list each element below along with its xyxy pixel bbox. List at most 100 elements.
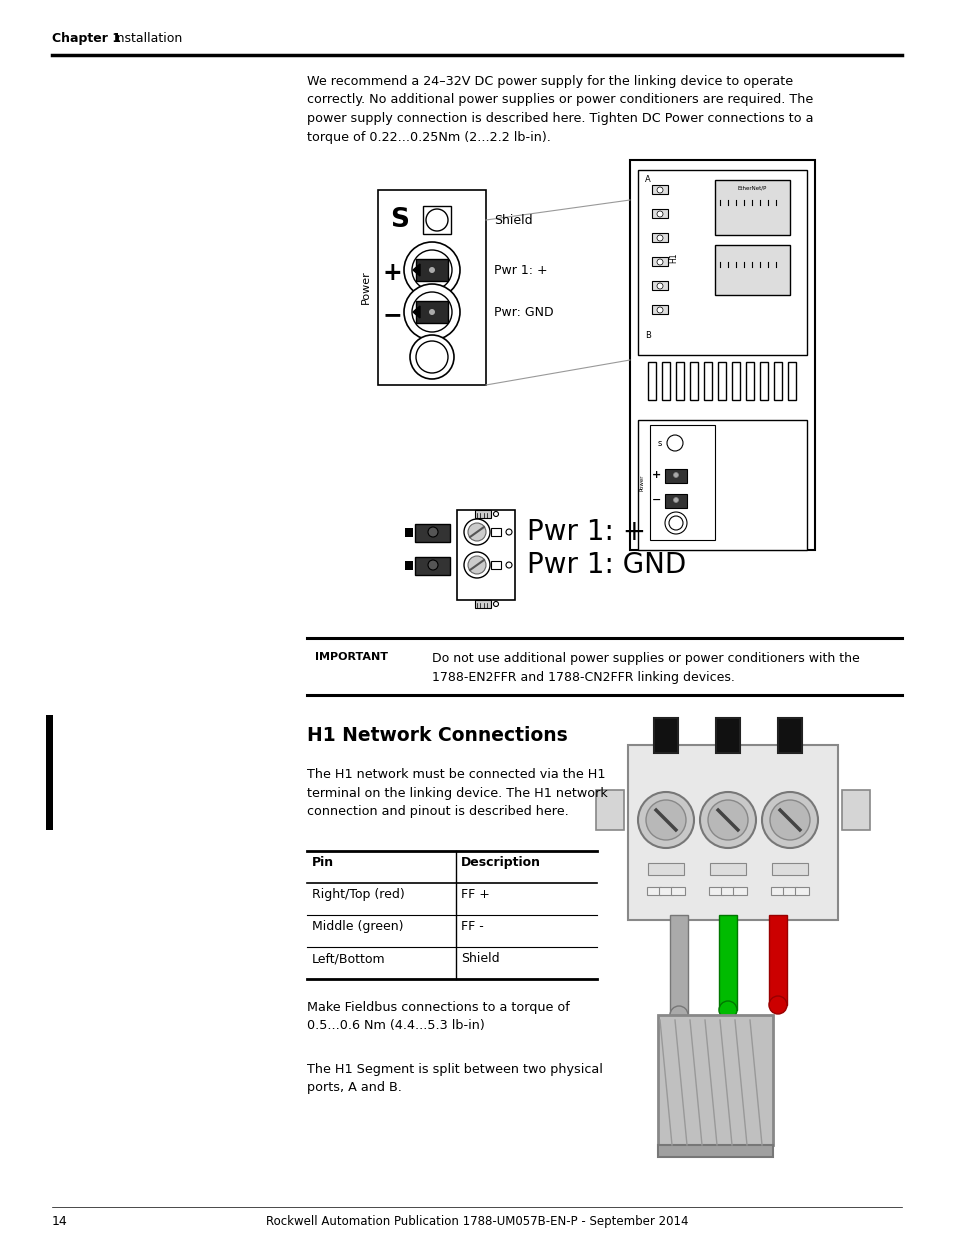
Bar [456,510,515,600]
Circle shape [707,800,747,840]
Text: H1: H1 [669,252,678,263]
Circle shape [505,562,512,568]
Bar [651,282,667,290]
Text: Pwr 1: GND: Pwr 1: GND [526,551,685,579]
Text: Make Fieldbus connections to a torque of
0.5...0.6 Nm (4.4...5.3 lb-in): Make Fieldbus connections to a torque of… [307,1002,569,1032]
Circle shape [403,284,459,340]
Bar [720,887,734,895]
Bar [377,190,485,385]
Circle shape [657,308,662,312]
Text: Pwr: GND: Pwr: GND [494,305,553,319]
Text: Pin: Pin [312,856,334,869]
Text: Left/Bottom: Left/Bottom [312,952,385,965]
Circle shape [657,211,662,217]
Circle shape [429,267,435,273]
Circle shape [768,995,786,1014]
Bar [491,529,500,536]
Text: H1 Network Connections: H1 Network Connections [307,726,567,745]
Text: S: S [390,207,409,233]
Circle shape [463,552,490,578]
Text: s: s [658,438,661,447]
Circle shape [412,291,452,332]
Bar [716,718,740,753]
Text: −: − [382,303,401,327]
Circle shape [673,498,678,503]
Circle shape [428,559,437,571]
Bar [782,887,796,895]
Bar [638,170,806,354]
Bar [627,745,837,920]
Bar [771,863,807,876]
Bar [405,561,413,571]
Circle shape [426,209,448,231]
Text: Do not use additional power supplies or power conditioners with the
1788-EN2FFR : Do not use additional power supplies or … [432,652,859,683]
Bar [422,206,451,233]
Bar [731,362,740,400]
Bar [770,887,784,895]
Text: Pwr 1: +: Pwr 1: + [526,517,645,546]
Circle shape [657,186,662,193]
Bar [647,362,656,400]
Text: Power: Power [360,270,371,304]
Circle shape [669,1007,687,1024]
Circle shape [638,792,693,848]
Text: The H1 network must be connected via the H1
terminal on the linking device. The : The H1 network must be connected via the… [307,768,607,818]
Bar [709,863,745,876]
Circle shape [493,511,498,516]
Circle shape [410,335,454,379]
Bar [778,718,801,753]
Bar [475,510,491,517]
Text: Description: Description [460,856,540,869]
Circle shape [664,513,686,534]
Text: A: A [644,175,650,184]
Text: +: + [652,471,661,480]
Bar [718,362,725,400]
Text: IMPORTANT: IMPORTANT [314,652,388,662]
Text: Shield: Shield [494,214,532,226]
Bar [689,362,698,400]
Bar [745,362,753,400]
Text: +: + [382,261,401,285]
Bar [794,887,808,895]
Circle shape [416,341,448,373]
Text: 14: 14 [52,1215,68,1228]
Bar [416,259,448,282]
Text: Pwr 1: +: Pwr 1: + [494,263,547,277]
Bar [629,161,814,550]
Bar [664,469,686,483]
Circle shape [657,259,662,266]
Text: Chapter 1: Chapter 1 [52,32,121,44]
Circle shape [505,529,512,535]
Text: Middle (green): Middle (green) [312,920,403,932]
Bar [415,524,450,542]
Bar [638,420,806,550]
Text: We recommend a 24–32V DC power supply for the linking device to operate
correctl: We recommend a 24–32V DC power supply fo… [307,75,813,143]
Circle shape [412,249,452,290]
Circle shape [645,800,685,840]
Text: Rockwell Automation Publication 1788-UM057B-EN-P - September 2014: Rockwell Automation Publication 1788-UM0… [266,1215,687,1228]
Bar [760,362,767,400]
Bar [651,185,667,194]
Bar [651,305,667,314]
Bar [475,600,491,608]
Circle shape [657,283,662,289]
Circle shape [468,556,485,574]
Circle shape [769,800,809,840]
Text: EtherNet/P: EtherNet/P [737,185,766,190]
Bar [768,915,786,1005]
Circle shape [468,522,485,541]
Circle shape [657,235,662,241]
Bar [719,915,737,1010]
Bar [773,362,781,400]
Text: Power: Power [639,474,644,490]
Bar [669,915,687,1015]
Bar [415,557,450,576]
Circle shape [428,527,437,537]
Bar [664,494,686,508]
Bar [646,887,660,895]
Circle shape [429,309,435,315]
Bar [647,863,683,876]
Text: B: B [644,331,650,340]
Circle shape [463,519,490,545]
Circle shape [761,792,817,848]
